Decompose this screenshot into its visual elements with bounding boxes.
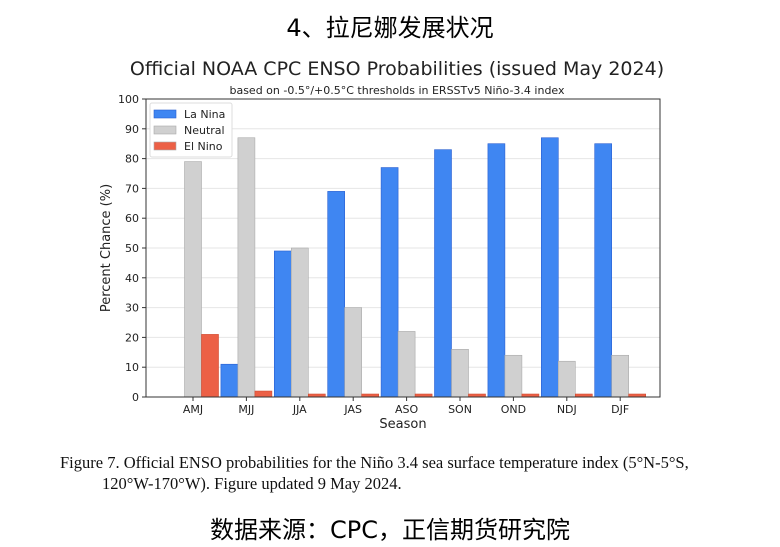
- chart-title: Official NOAA CPC ENSO Probabilities (is…: [130, 58, 664, 80]
- bar-la-nina-ndj: [540, 137, 559, 398]
- bar-la-nina-jas: [327, 191, 346, 398]
- bar-neutral-ond: [504, 354, 523, 398]
- bar-neutral-ndj: [557, 360, 576, 398]
- x-tick-label: ASO: [395, 403, 419, 416]
- bar-la-nina-mjj: [220, 363, 239, 398]
- y-tick-label: 70: [125, 182, 139, 195]
- bar-la-nina-djf: [594, 143, 613, 398]
- legend: La Nina Neutral El Nino: [149, 102, 233, 158]
- caption-line-1: Figure 7. Official ENSO probabilities fo…: [60, 453, 689, 472]
- legend-label: La Nina: [184, 108, 225, 121]
- bar-neutral-djf: [611, 354, 630, 398]
- bar-neutral-jja: [290, 247, 309, 398]
- x-tick-label: AMJ: [183, 403, 203, 416]
- legend-label: Neutral: [184, 124, 225, 137]
- y-tick-label: 60: [125, 212, 139, 225]
- x-axis-label: Season: [379, 417, 426, 432]
- bar-neutral-amj: [184, 161, 202, 398]
- legend-label: El Nino: [184, 140, 223, 153]
- legend-swatch: [153, 141, 177, 151]
- x-tick-label: DJF: [611, 403, 629, 416]
- chart-subtitle: based on -0.5°/+0.5°C thresholds in ERSS…: [229, 84, 565, 97]
- data-source: 数据来源：CPC，正信期货研究院: [210, 516, 570, 544]
- y-tick-label: 0: [132, 391, 139, 404]
- y-axis-label: Percent Chance (%): [99, 184, 114, 312]
- legend-swatch: [153, 125, 177, 135]
- x-tick-label: SON: [448, 403, 472, 416]
- bar-neutral-jas: [344, 307, 363, 398]
- x-tick-label: JAS: [343, 403, 362, 416]
- x-tick-label: JJA: [292, 403, 307, 416]
- bar-la-nina-ond: [487, 143, 506, 398]
- enso-probability-chart: Official NOAA CPC ENSO Probabilities (is…: [99, 58, 664, 432]
- bar-neutral-mjj: [237, 137, 256, 398]
- y-tick-label: 90: [125, 123, 139, 136]
- y-tick-label: 10: [125, 361, 139, 374]
- y-tick-label: 20: [125, 331, 139, 344]
- y-tick-label: 100: [118, 93, 139, 106]
- bar-la-nina-jja: [273, 250, 292, 398]
- bar-neutral-aso: [397, 331, 416, 398]
- figure-caption: Figure 7. Official ENSO probabilities fo…: [60, 452, 689, 494]
- x-tick-label: OND: [501, 403, 526, 416]
- bar-el-nino-amj: [201, 334, 219, 398]
- section-heading: 4、拉尼娜发展状况: [286, 14, 494, 42]
- bar-el-nino-mjj: [254, 390, 273, 398]
- y-tick-label: 80: [125, 153, 139, 166]
- x-tick-label: MJJ: [238, 403, 254, 416]
- bar-neutral-son: [451, 349, 469, 398]
- y-tick-label: 30: [125, 302, 139, 315]
- bar-la-nina-son: [434, 149, 452, 398]
- y-tick-label: 40: [125, 272, 139, 285]
- caption-line-2: 120°W-170°W). Figure updated 9 May 2024.: [102, 474, 402, 493]
- y-tick-label: 50: [125, 242, 139, 255]
- x-tick-label: NDJ: [557, 403, 577, 416]
- legend-swatch: [153, 109, 177, 119]
- bar-la-nina-aso: [380, 167, 399, 398]
